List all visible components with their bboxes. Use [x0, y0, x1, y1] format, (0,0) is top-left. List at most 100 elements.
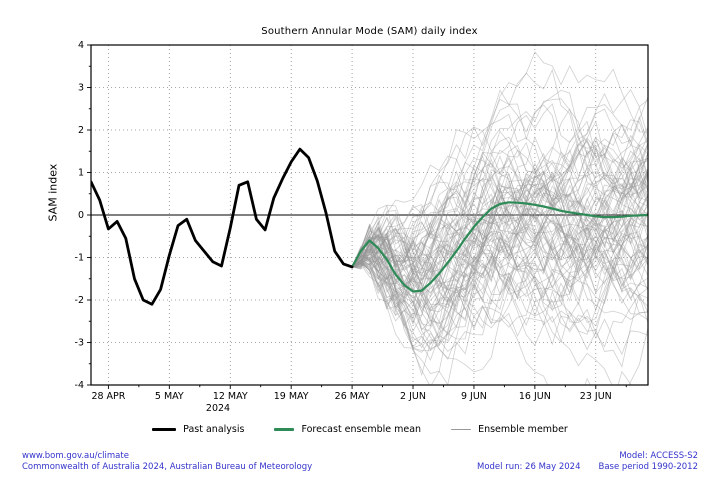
ensemble-member-line [351, 177, 648, 309]
ensemble-member-line-icon [451, 428, 472, 431]
legend-item-ensemble-member: Ensemble member [451, 424, 568, 435]
legend-label-forecast-mean: Forecast ensemble mean [301, 424, 422, 435]
y-tick-label: 4 [78, 40, 84, 51]
x-axis-year-label: 2024 [206, 403, 230, 414]
x-tick-label: 26 MAY [335, 391, 370, 402]
y-tick-label: 3 [78, 83, 84, 94]
bom-climate-link[interactable]: www.bom.gov.au/climate [22, 451, 129, 461]
ensemble-member-line [351, 219, 648, 344]
y-tick-label: -3 [75, 338, 84, 349]
y-tick-label: -1 [75, 253, 84, 264]
base-period-text: Base period 1990-2012 [598, 462, 698, 472]
ensemble-member-line [351, 51, 648, 268]
ensemble-member-line [351, 207, 648, 309]
gridlines [91, 45, 648, 385]
ensemble-member-line [352, 228, 648, 356]
copyright-text: Commonwealth of Australia 2024, Australi… [22, 462, 313, 472]
model-run-text: Model run: 26 May 2024 [477, 462, 581, 472]
ensemble-member-line [351, 165, 648, 271]
y-axis-label: SAM index [46, 163, 60, 222]
footer-left: www.bom.gov.au/climate Commonwealth of A… [22, 451, 312, 473]
chart-legend: Past analysis Forecast ensemble mean Ens… [0, 424, 720, 435]
ensemble-member-line [352, 152, 648, 281]
ensemble-member-line [351, 162, 648, 281]
ensemble-member-line [351, 189, 648, 275]
ensemble-member-line [351, 211, 648, 349]
model-name-text: Model: ACCESS-S2 [619, 451, 698, 461]
ensemble-member-line [351, 108, 648, 268]
ensemble-member-line [351, 188, 648, 321]
past-analysis-line [91, 147, 354, 306]
ensemble-members [351, 51, 648, 385]
ensemble-member-line [351, 214, 648, 320]
ensemble-member-line [351, 96, 648, 268]
ensemble-member-line [351, 140, 648, 331]
ensemble-member-line [351, 200, 648, 360]
ensemble-member-line [351, 195, 648, 336]
ensemble-member-line [351, 213, 648, 352]
ensemble-member-line [351, 239, 648, 326]
ensemble-member-line [351, 167, 648, 304]
x-tick-label: 5 MAY [155, 391, 184, 402]
ensemble-member-line [351, 158, 648, 280]
ensemble-member-line [351, 133, 648, 268]
ensemble-member-line [351, 174, 648, 385]
ensemble-member-line [351, 213, 648, 299]
forecast-mean-line-icon [274, 428, 295, 431]
ensemble-member-line [351, 187, 648, 306]
ensemble-member-line [351, 157, 648, 287]
ensemble-member-line [351, 148, 648, 286]
series-lines [91, 51, 648, 385]
ensemble-member-line [351, 175, 648, 351]
past-analysis-line-icon [152, 427, 177, 432]
y-tick-label: -2 [75, 295, 84, 306]
ensemble-member-line [351, 150, 648, 345]
y-tick-label: 2 [78, 125, 84, 136]
ensemble-member-line [351, 143, 648, 270]
legend-label-ensemble-member: Ensemble member [478, 424, 568, 435]
ensemble-member-line [351, 120, 648, 303]
ensemble-member-line [351, 155, 648, 290]
ensemble-member-line [351, 106, 648, 333]
chart-title: Southern Annular Mode (SAM) daily index [261, 26, 478, 37]
ensemble-member-line [352, 88, 648, 314]
ensemble-member-line [351, 170, 648, 318]
x-tick-label: 9 JUN [461, 391, 487, 402]
footer-right: Model: ACCESS-S2 Model run: 26 May 2024 B… [477, 451, 698, 473]
ensemble-member-line [352, 217, 648, 352]
ensemble-member-line [352, 255, 648, 349]
ensemble-member-line [351, 220, 648, 299]
ensemble-member-line [351, 177, 648, 311]
ensemble-member-line [351, 151, 648, 309]
ensemble-member-line [351, 113, 648, 268]
ensemble-member-line [351, 178, 648, 268]
legend-label-past-analysis: Past analysis [183, 424, 245, 435]
x-tick-label: 19 MAY [274, 391, 309, 402]
legend-item-forecast-mean: Forecast ensemble mean [274, 424, 421, 435]
forecast-mean-line [351, 201, 648, 293]
x-tick-label: 12 MAY [213, 391, 248, 402]
ensemble-member-line [351, 222, 648, 305]
ensemble-member-line [351, 237, 648, 353]
ensemble-member-line [351, 234, 632, 385]
ensemble-member-line [352, 221, 648, 385]
ensemble-member-line [352, 242, 648, 368]
ensemble-member-line [352, 205, 648, 308]
ensemble-member-line [351, 130, 648, 282]
ensemble-member-line [351, 171, 648, 385]
ensemble-member-line [351, 89, 648, 268]
ensemble-member-line [351, 205, 648, 281]
x-tick-label: 28 APR [91, 391, 125, 402]
tick-labels: 28 APR 5 MAY 12 MAY 19 MAY 26 MAY 2 JUN 9 JUN 1… [75, 40, 612, 414]
ensemble-member-line [351, 68, 648, 268]
ensemble-member-line [351, 160, 648, 268]
ensemble-member-line [351, 179, 648, 327]
ensemble-member-line [351, 151, 648, 306]
ensemble-member-line [351, 119, 648, 273]
ensemble-member-line [351, 178, 648, 320]
ensemble-member-line [351, 98, 648, 294]
ensemble-member-line [351, 103, 648, 268]
ensemble-member-line [351, 191, 648, 324]
